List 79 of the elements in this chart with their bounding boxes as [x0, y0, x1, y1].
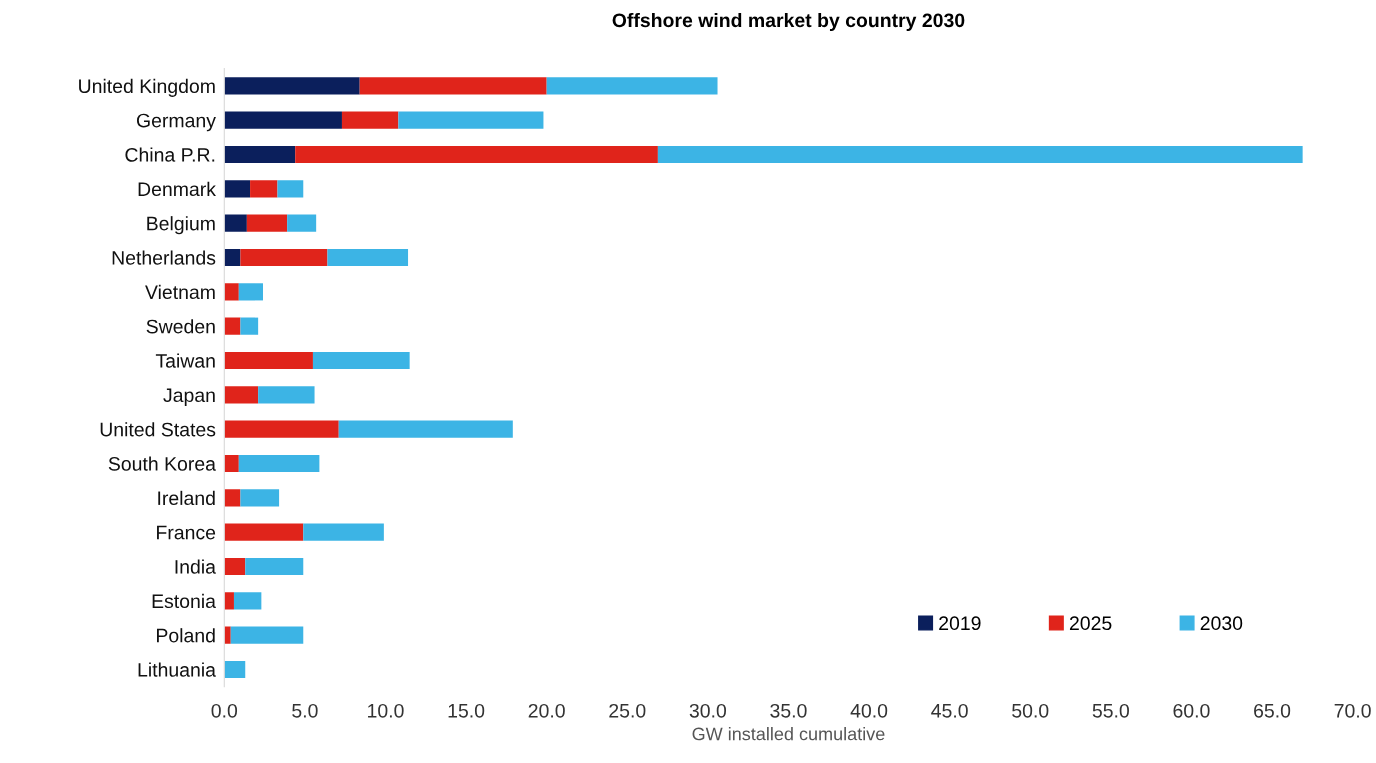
bar: [224, 386, 259, 404]
x-tick-label: 55.0: [1092, 703, 1129, 718]
bar: [224, 626, 231, 644]
bar: [546, 77, 718, 95]
x-tick-label: 30.0: [689, 703, 727, 718]
bar: [224, 283, 239, 301]
x-tick-label: 15.0: [448, 703, 485, 718]
y-tick-label: France: [157, 525, 216, 540]
bar: [398, 111, 544, 129]
bar: [224, 111, 342, 129]
bar: [240, 489, 280, 507]
bar: [327, 248, 409, 267]
bar: [312, 351, 410, 370]
x-tick-label: 20.0: [528, 703, 565, 718]
bar: [303, 523, 384, 541]
bar: [224, 180, 251, 198]
bar: [224, 592, 234, 610]
y-tick-label: Belgium: [147, 216, 215, 235]
bar: [359, 77, 547, 95]
bar: [224, 317, 241, 335]
y-tick-label: United States: [100, 422, 216, 437]
y-tick-label: Lithuania: [138, 662, 216, 677]
bar: [250, 180, 278, 198]
bar: [230, 626, 304, 644]
y-tick-label: Ireland: [158, 490, 215, 506]
bar: [224, 557, 246, 576]
bar: [277, 180, 304, 198]
y-tick-label: India: [175, 559, 216, 574]
x-tick-label: 40.0: [850, 703, 888, 718]
bar: [224, 214, 247, 232]
x-tick-label: 25.0: [609, 703, 646, 718]
bar: [224, 248, 241, 267]
bar: [224, 454, 239, 473]
bar: [341, 111, 399, 129]
x-tick-label: 50.0: [1012, 703, 1049, 718]
x-tick-label: 60.0: [1173, 703, 1210, 718]
legend-label: 2019: [939, 616, 981, 631]
bar: [287, 214, 317, 232]
x-tick-label: 45.0: [931, 703, 968, 718]
y-tick-label: China P.R.: [125, 147, 215, 162]
y-tick-label: Poland: [157, 628, 215, 643]
y-tick-label: Estonia: [152, 593, 216, 609]
y-tick-label: Vietnam: [145, 284, 215, 300]
legend-label: 2025: [1069, 616, 1112, 631]
bar: [224, 351, 313, 370]
y-tick-label: South Korea: [108, 456, 216, 471]
bar: [224, 420, 339, 438]
chart-title: Offshore wind market by country 2030: [612, 12, 965, 32]
legend-label: 2030: [1200, 616, 1243, 631]
bar: [238, 454, 320, 473]
bar: [240, 317, 259, 335]
bar: [657, 145, 1303, 164]
bar: [224, 145, 296, 164]
y-tick-label: Taiwan: [155, 353, 215, 368]
x-tick-label: 65.0: [1254, 703, 1291, 718]
x-tick-label: 0.0: [211, 703, 238, 718]
y-tick-label: Sweden: [146, 319, 215, 334]
bar: [295, 145, 658, 164]
bar: [238, 283, 263, 301]
x-tick-label: 10.0: [368, 703, 404, 718]
bar: [224, 77, 360, 95]
bar: [224, 489, 241, 507]
bar: [240, 248, 328, 267]
x-tick-label: 70.0: [1334, 703, 1371, 718]
x-tick-label: 35.0: [770, 703, 807, 718]
bar: [258, 386, 315, 404]
bar: [338, 420, 513, 438]
bar: [224, 660, 246, 679]
x-tick-label: 5.0: [292, 703, 318, 718]
bar: [246, 214, 288, 232]
y-tick-label: Japan: [163, 388, 215, 406]
bar: [233, 592, 262, 610]
y-tick-label: Germany: [136, 113, 216, 132]
bar: [245, 557, 304, 576]
y-tick-label: Denmark: [138, 181, 216, 197]
y-tick-label: Netherlands: [112, 250, 216, 265]
x-axis-title: GW installed cumulative: [692, 727, 885, 741]
bar: [224, 523, 304, 541]
y-tick-label: United Kingdom: [79, 78, 215, 97]
